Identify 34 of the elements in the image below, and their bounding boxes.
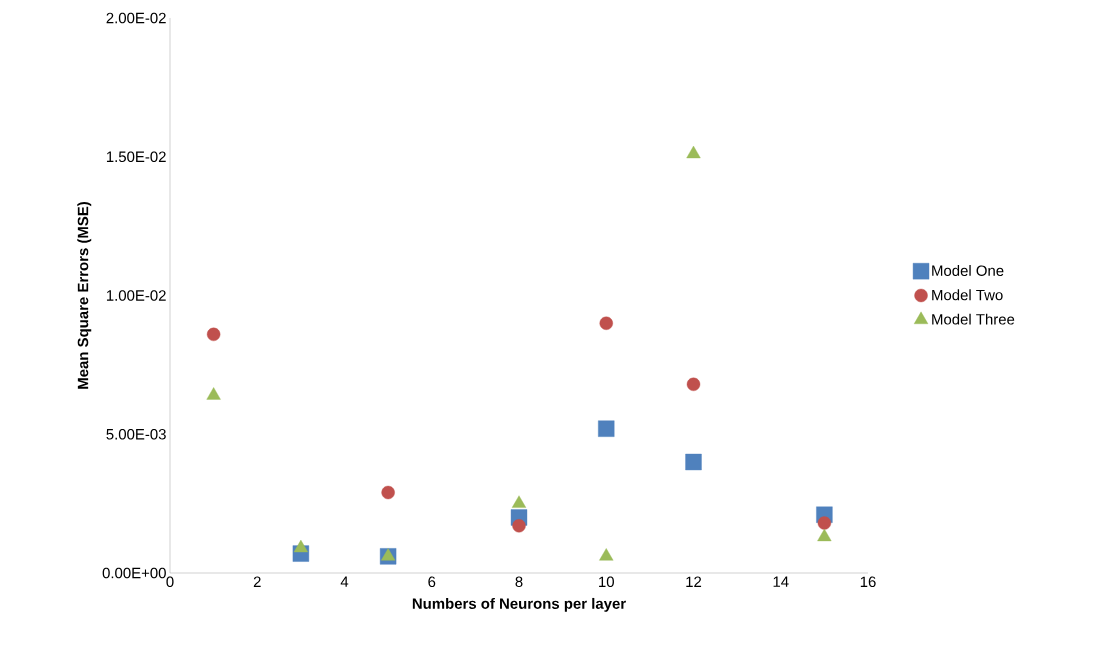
y-axis-title: Mean Square Errors (MSE) — [77, 202, 92, 389]
x-tick-label: 4 — [340, 576, 349, 587]
point — [293, 539, 308, 553]
point — [381, 485, 395, 500]
y-tick-label: 2.00E-02 — [106, 12, 166, 24]
x-tick-label: 0 — [166, 576, 174, 588]
point — [511, 495, 527, 508]
point — [206, 387, 221, 400]
x-tick-label: 12 — [686, 576, 702, 587]
point — [381, 548, 396, 561]
x-tick-label: 10 — [599, 576, 614, 588]
legend-label: Model Two — [932, 289, 1003, 301]
y-tick-label: 1.50E-02 — [106, 151, 166, 163]
point — [206, 327, 221, 342]
point — [598, 420, 615, 437]
point — [817, 516, 832, 530]
legend-label: Model Three — [932, 313, 1015, 325]
point — [512, 519, 526, 533]
x-tick-label: 14 — [773, 576, 789, 587]
point — [685, 453, 702, 471]
y-tick-label: 1.00E-02 — [106, 290, 166, 301]
point — [686, 145, 701, 159]
x-tick-label: 6 — [428, 576, 436, 588]
x-tick-label: 16 — [860, 576, 876, 588]
point — [599, 316, 613, 330]
y-tick-label: 0.00E+00 — [102, 567, 166, 579]
x-tick-label: 8 — [515, 576, 523, 588]
point — [817, 528, 832, 542]
point — [599, 548, 614, 561]
x-axis-title: Numbers of Neurons per layer — [412, 597, 626, 612]
y-tick-label: 5.00E-03 — [106, 428, 166, 440]
point — [686, 377, 701, 391]
legend-label: Model One — [932, 265, 1004, 276]
x-tick-label: 2 — [253, 576, 261, 587]
